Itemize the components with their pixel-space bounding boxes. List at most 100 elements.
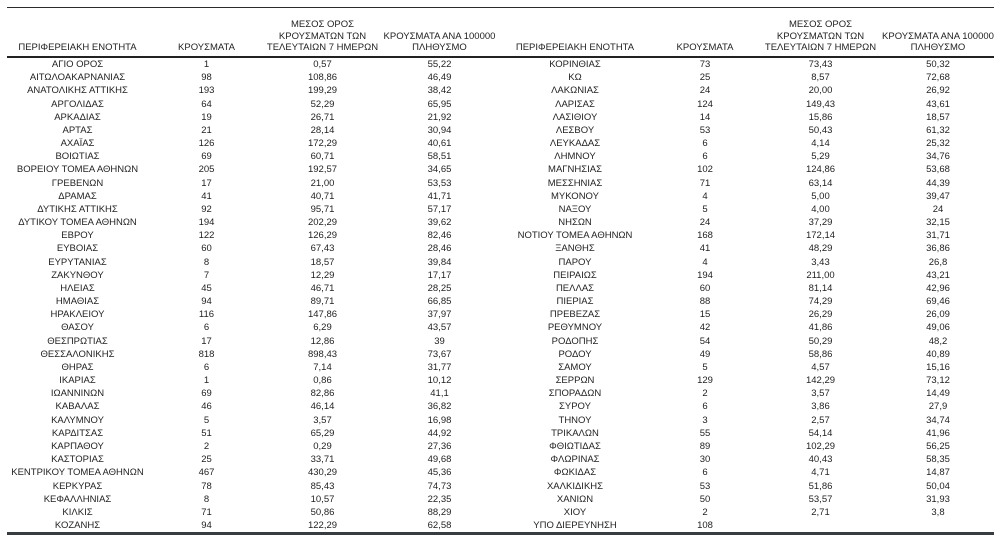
table-cell: 50 (699, 493, 711, 505)
table-cell: 172,29 (307, 138, 338, 150)
table-cell: ΛΑΚΩΝΙΑΣ (551, 85, 599, 97)
table-cell: ΚΕΦΑΛΛΗΝΙΑΣ (43, 493, 112, 505)
table-cell: 61,32 (926, 124, 950, 136)
table-cell: 98 (201, 72, 212, 84)
table-cell: 25 (201, 454, 212, 466)
table-cell: 24 (699, 217, 711, 229)
table-cell: 31,93 (926, 493, 950, 505)
table-cell: ΠΡΕΒΕΖΑΣ (549, 309, 601, 321)
regional-cases-table: ΠΕΡΙΦΕΡΕΙΑΚΗ ΕΝΟΤΗΤΑ ΚΡΟΥΣΜΑΤΑ ΜΕΣΟΣ ΟΡΟ… (7, 7, 994, 536)
table-cell: 40,43 (808, 454, 833, 466)
table-cell: ΝΟΤΙΟΥ ΤΟΜΕΑ ΑΘΗΝΩΝ (517, 230, 633, 242)
table-cell: 21,00 (310, 177, 335, 189)
table-cell: 36,86 (926, 243, 950, 255)
table-cell: 42 (699, 322, 711, 334)
table-cell: 6 (203, 322, 210, 334)
table-row: ΗΜΑΘΙΑΣ 94 89,71 66,85 ΠΙΕΡΙΑΣ 88 74,29 69,46 (7, 295, 994, 308)
table-cell: ΛΕΣΒΟΥ (555, 124, 595, 136)
table-cell: 28,14 (310, 124, 335, 136)
table-cell: 18,57 (310, 256, 335, 268)
table-cell: ΠΙΕΡΙΑΣ (556, 296, 594, 308)
table-row: ΚΟΖΑΝΗΣ 94 122,29 62,58 ΥΠΟ ΔΙΕΡΕΥΝΗΣΗ 108 (7, 519, 994, 534)
table-cell: ΗΡΑΚΛΕΙΟΥ (50, 309, 105, 321)
table-cell: 94 (201, 520, 212, 532)
table-cell: ΔΥΤΙΚΗΣ ΑΤΤΙΚΗΣ (37, 203, 118, 215)
table-cell: ΚΑΒΑΛΑΣ (55, 401, 100, 413)
table-cell: 3,43 (811, 256, 830, 268)
table-cell: ΧΑΛΚΙΔΙΚΗΣ (546, 480, 604, 492)
header-cases-left: ΚΡΟΥΣΜΑΤΑ (148, 7, 265, 58)
table-cell: ΔΥΤΙΚΟΥ ΤΟΜΕΑ ΑΘΗΝΩΝ (18, 217, 137, 229)
table-cell: 48,29 (808, 243, 833, 255)
table-cell: 194 (697, 269, 713, 281)
table-cell: 60 (201, 243, 212, 255)
table-row: ΘΗΡΑΣ 6 7,14 31,77 ΣΑΜΟΥ 5 4,57 15,16 (7, 361, 994, 374)
table-row: ΔΥΤΙΚΗΣ ΑΤΤΙΚΗΣ 92 95,71 57,17 ΝΑΞΟΥ 5 4,00 24 (7, 203, 994, 216)
table-cell: 122 (198, 230, 215, 242)
table-cell: 6,29 (313, 322, 332, 334)
table-cell: ΡΟΔΟΠΗΣ (551, 335, 599, 347)
table-cell: 34,65 (427, 164, 452, 176)
table-cell: 26,8 (928, 256, 948, 268)
table-cell: 34,74 (926, 414, 950, 426)
table-cell: ΦΘΙΩΤΙΔΑΣ (549, 440, 601, 452)
table-cell: 36,82 (427, 401, 452, 413)
table-cell: ΣΠΟΡΑΔΩΝ (548, 388, 602, 400)
table-cell: ΧΑΝΙΩΝ (556, 493, 594, 505)
table-cell: 41,86 (808, 322, 833, 334)
table-cell (882, 519, 994, 534)
table-cell: 205 (198, 164, 215, 176)
table-cell: 65,95 (427, 98, 452, 110)
table-cell: 3 (702, 414, 708, 426)
table-row: ΚΕΝΤΡΙΚΟΥ ΤΟΜΕΑ ΑΘΗΝΩΝ 467 430,29 45,36 ΦΩΚΙ… (7, 466, 994, 479)
table-row: ΚΑΛΥΜΝΟΥ 5 3,57 16,98 ΤΗΝΟΥ 3 2,57 34,74 (7, 414, 994, 427)
table-cell: ΖΑΚΥΝΘΟΥ (51, 269, 104, 281)
table-cell: 122,29 (307, 520, 338, 532)
table-cell: 27,36 (427, 440, 452, 452)
table-cell: 33,71 (310, 454, 335, 466)
table-cell: 19 (201, 111, 212, 123)
table-cell: ΘΗΡΑΣ (61, 361, 94, 373)
table-cell: 53 (699, 124, 711, 136)
table-cell: 82,46 (427, 230, 452, 242)
table-cell: 4,71 (811, 467, 830, 479)
table-row: ΓΡΕΒΕΝΩΝ 17 21,00 53,53 ΜΕΣΣΗΝΙΑΣ 71 63,14 44,3… (7, 177, 994, 190)
table-cell: 51,86 (808, 480, 833, 492)
table-cell: 41 (201, 190, 212, 202)
table-cell: ΠΑΡΟΥ (558, 256, 592, 268)
table-row: ΒΟΡΕΙΟΥ ΤΟΜΕΑ ΑΘΗΝΩΝ 205 192,57 34,65 ΜΑΓΝΗΣ… (7, 163, 994, 176)
table-cell: 50,86 (310, 506, 335, 518)
table-cell: 25 (699, 72, 711, 84)
table-cell: 4,00 (811, 203, 830, 215)
table-cell: ΘΕΣΠΡΩΤΙΑΣ (47, 335, 108, 347)
header-region-right: ΠΕΡΙΦΕΡΕΙΑΚΗ ΕΝΟΤΗΤΑ (499, 7, 651, 58)
table-cell: 25,32 (926, 138, 950, 150)
table-cell: ΜΑΓΝΗΣΙΑΣ (548, 164, 602, 176)
table-cell: 6 (702, 151, 708, 163)
table-cell: 65,29 (310, 427, 335, 439)
table-cell: 149,43 (805, 98, 836, 110)
table-cell: ΑΡΤΑΣ (62, 124, 93, 136)
table-cell: ΚΩ (568, 72, 582, 84)
table-cell: 6 (203, 361, 210, 373)
table-cell: 20,00 (808, 85, 833, 97)
table-cell: ΕΥΡΥΤΑΝΙΑΣ (48, 256, 107, 268)
table-cell: 16,98 (427, 414, 452, 426)
table-cell: 53,68 (926, 164, 950, 176)
table-cell: 1 (203, 375, 210, 387)
table-cell: 50,43 (808, 124, 833, 136)
table-cell: 0,57 (313, 59, 332, 70)
table-cell: 5,29 (811, 151, 830, 163)
table-row: ΕΥΡΥΤΑΝΙΑΣ 8 18,57 39,84 ΠΑΡΟΥ 4 3,43 26,8 (7, 256, 994, 269)
header-avg7-right: ΜΕΣΟΣ ΟΡΟΣ ΚΡΟΥΣΜΑΤΩΝ ΤΩΝ ΤΕΛΕΥΤΑΙΩΝ 7 Η… (759, 7, 882, 58)
table-cell: 39,84 (427, 256, 452, 268)
table-row: ΒΟΙΩΤΙΑΣ 69 60,71 58,51 ΛΗΜΝΟΥ 6 5,29 34,76 (7, 150, 994, 163)
table-cell: 129 (697, 375, 713, 387)
table-cell: 26,09 (926, 309, 950, 321)
table-cell: 40,71 (310, 190, 335, 202)
table-cell: 192,57 (307, 164, 338, 176)
table-cell: ΒΟΡΕΙΟΥ ΤΟΜΕΑ ΑΘΗΝΩΝ (16, 164, 139, 176)
header-per100k-left: ΚΡΟΥΣΜΑΤΑ ΑΝΑ 100000 ΠΛΗΘΥΣΜΟ (380, 7, 499, 58)
table-cell: 69 (201, 151, 212, 163)
table-cell: 73,43 (808, 59, 833, 70)
